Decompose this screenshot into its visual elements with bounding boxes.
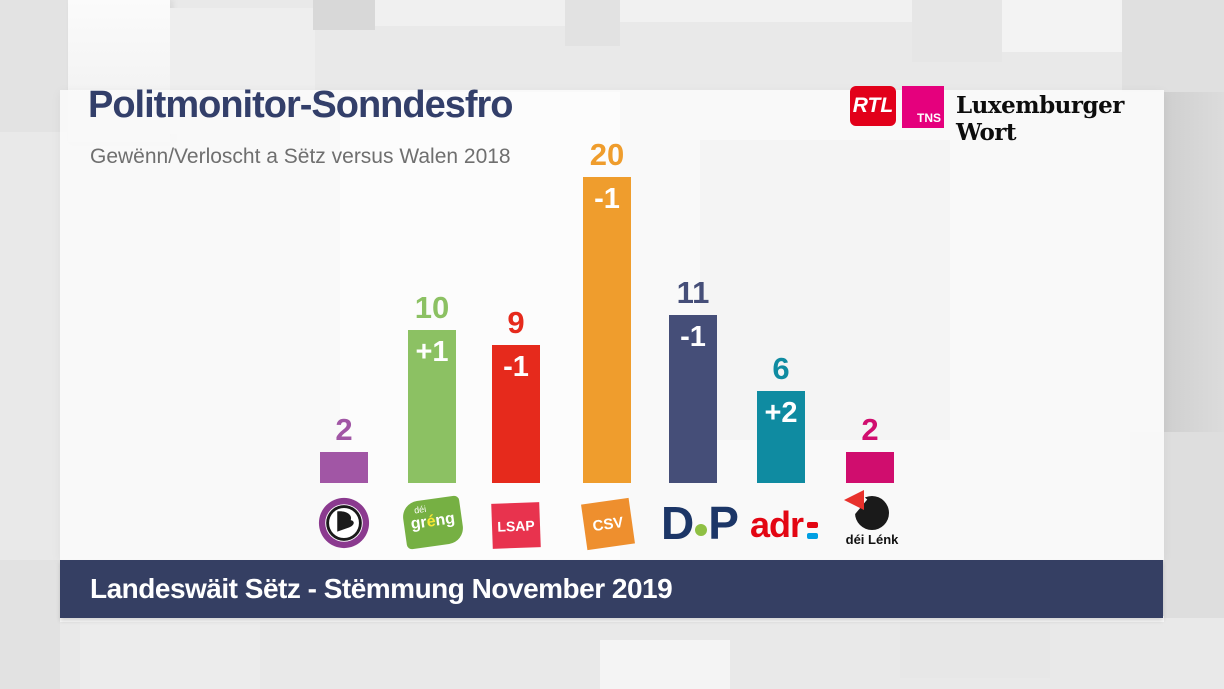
background-tile: [565, 0, 620, 46]
background-tile: [620, 0, 912, 22]
dp-logo: D P: [652, 496, 748, 550]
background-tile: [60, 616, 1164, 622]
rtl-logo: RTL: [850, 86, 896, 126]
tns-logo-label: TNS: [917, 111, 941, 125]
adr-colon-top: [807, 521, 819, 528]
luxemburger-wort-logo: Luxemburger Wort: [956, 92, 1124, 146]
background-tile: [912, 0, 1002, 62]
background-tile: [0, 0, 68, 132]
dp-logo-d: D: [661, 497, 695, 549]
footer-label: Landeswäit Sëtz - Stëmmung November 2019: [90, 573, 673, 604]
background-tile: [340, 92, 620, 560]
background-tile: [0, 560, 60, 689]
footer-band: Landeswäit Sëtz - Stëmmung November 2019: [60, 560, 1163, 618]
pirate-sail-icon: [337, 511, 354, 535]
adr-colon-bottom: [807, 532, 819, 539]
background-tile: [1002, 0, 1122, 52]
background-tile: [313, 0, 375, 30]
page-subtitle: Gewënn/Verloscht a Sëtz versus Walen 201…: [90, 145, 511, 168]
adr-colon-icon: [807, 521, 819, 539]
csv-logo-label: CSV: [591, 513, 625, 535]
lsap-logo-label: LSAP: [497, 516, 535, 535]
csv-logo: CSV: [581, 497, 635, 551]
adr-logo-label: adr: [750, 504, 804, 545]
lsap-logo: LSAP: [491, 502, 541, 549]
background-tile: [600, 640, 730, 689]
background-tile: [375, 0, 567, 26]
adr-logo: adr: [750, 500, 842, 550]
dei-lenk-logo: déi Lénk: [834, 490, 910, 554]
dp-green-dot-icon: [695, 524, 708, 536]
dei-lenk-flag-icon: [844, 490, 864, 510]
page-title: Politmonitor-Sonndesfro: [88, 84, 514, 126]
pirate-party-logo: [318, 497, 370, 549]
dei-greng-logo: déi gréng: [401, 495, 465, 550]
background-tile: [700, 140, 950, 440]
background-tile: [1164, 92, 1224, 432]
background-tile: [80, 618, 260, 689]
background-tile: [900, 618, 1050, 678]
rtl-logo-label: RTL: [852, 94, 894, 117]
dp-logo-p: P: [708, 497, 739, 549]
tns-logo: TNS: [902, 86, 944, 128]
dei-lenk-logo-label: déi Lénk: [845, 532, 899, 547]
background-tile: [1122, 0, 1224, 92]
